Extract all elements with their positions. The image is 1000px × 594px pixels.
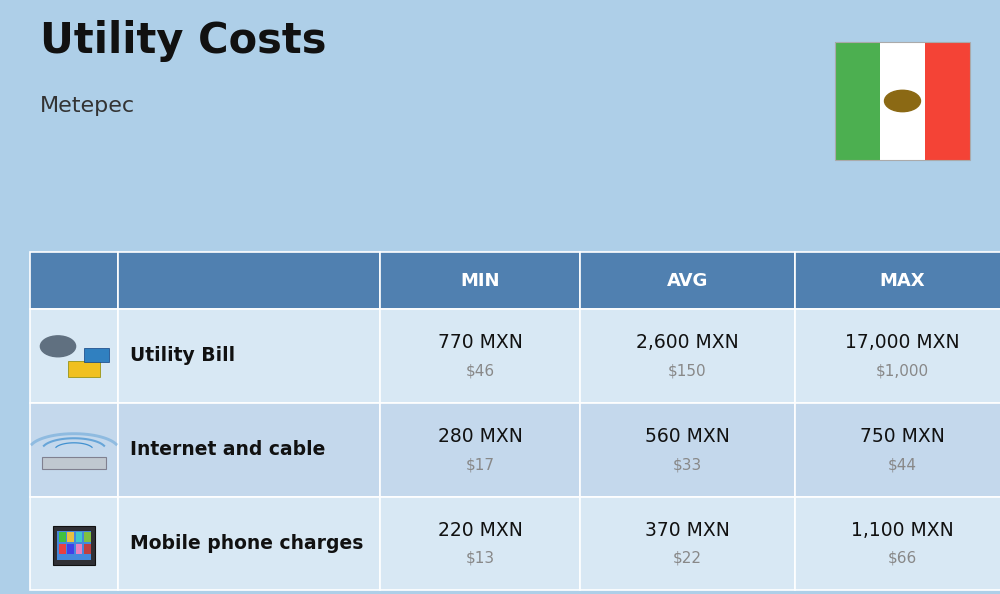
Text: Mobile phone charges: Mobile phone charges — [130, 534, 363, 553]
Bar — [84, 532, 91, 542]
Bar — [42, 457, 106, 469]
Bar — [57, 531, 90, 560]
Text: 280 MXN: 280 MXN — [438, 427, 522, 446]
Text: MAX: MAX — [880, 271, 925, 290]
Bar — [30, 252, 118, 309]
Text: 1,100 MXN: 1,100 MXN — [851, 521, 954, 540]
Bar — [118, 309, 380, 403]
Text: 370 MXN: 370 MXN — [645, 521, 730, 540]
Text: 17,000 MXN: 17,000 MXN — [845, 333, 960, 352]
Bar — [380, 252, 580, 309]
Bar — [30, 309, 118, 403]
Bar — [84, 348, 109, 362]
Bar — [53, 526, 95, 565]
Text: MIN: MIN — [460, 271, 500, 290]
Bar — [580, 309, 795, 403]
Circle shape — [40, 336, 76, 357]
Bar — [580, 403, 795, 497]
Text: $22: $22 — [673, 551, 702, 566]
Text: AVG: AVG — [667, 271, 708, 290]
Text: $44: $44 — [888, 457, 917, 472]
Text: Internet and cable: Internet and cable — [130, 440, 325, 459]
Bar — [59, 532, 66, 542]
Circle shape — [885, 90, 920, 112]
Text: $1,000: $1,000 — [876, 363, 929, 378]
Bar — [67, 532, 74, 542]
Text: $13: $13 — [465, 551, 495, 566]
Bar — [76, 544, 82, 554]
Bar — [795, 309, 1000, 403]
Text: $66: $66 — [888, 551, 917, 566]
Text: $150: $150 — [668, 363, 707, 378]
Text: Metepec: Metepec — [40, 96, 135, 116]
Bar — [580, 497, 795, 590]
Bar — [76, 532, 82, 542]
Text: 560 MXN: 560 MXN — [645, 427, 730, 446]
Bar — [580, 252, 795, 309]
Text: 750 MXN: 750 MXN — [860, 427, 945, 446]
Text: Utility Costs: Utility Costs — [40, 20, 326, 62]
Bar — [118, 403, 380, 497]
Text: Utility Bill: Utility Bill — [130, 346, 235, 365]
Bar — [380, 403, 580, 497]
Bar — [795, 403, 1000, 497]
Bar — [84, 544, 91, 554]
Bar — [880, 42, 925, 160]
Bar — [30, 403, 118, 497]
Bar — [835, 42, 880, 160]
Bar — [835, 42, 970, 160]
Bar — [380, 497, 580, 590]
Bar — [67, 544, 74, 554]
Bar — [59, 544, 66, 554]
Bar — [380, 309, 580, 403]
Bar — [118, 497, 380, 590]
Text: $17: $17 — [466, 457, 494, 472]
Bar — [30, 497, 118, 590]
Text: 220 MXN: 220 MXN — [438, 521, 522, 540]
Bar — [925, 42, 970, 160]
Text: 770 MXN: 770 MXN — [438, 333, 522, 352]
Bar — [68, 361, 100, 377]
Text: $33: $33 — [673, 457, 702, 472]
Bar — [795, 497, 1000, 590]
Text: 2,600 MXN: 2,600 MXN — [636, 333, 739, 352]
Bar — [795, 252, 1000, 309]
Text: $46: $46 — [465, 363, 495, 378]
Bar — [118, 252, 380, 309]
